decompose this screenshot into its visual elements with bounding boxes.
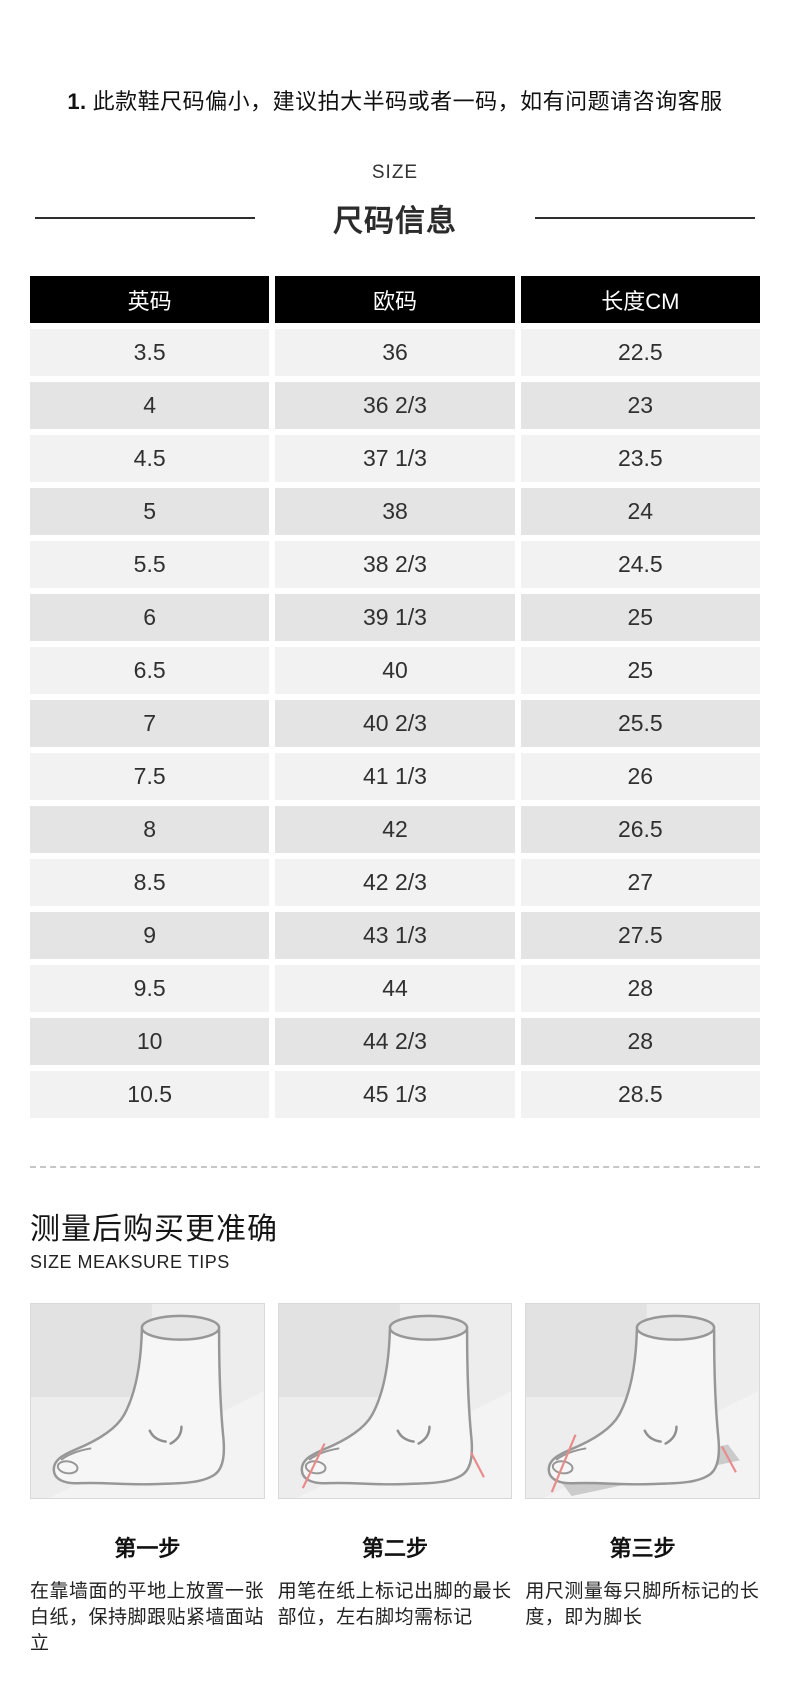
table-cell: 36 [275, 329, 515, 376]
size-eyebrow: SIZE [371, 162, 419, 183]
size-advice-note: 1. 此款鞋尺码偏小，建议拍大半码或者一码，如有问题请咨询客服 [0, 0, 790, 116]
table-cell: 4 [30, 382, 270, 429]
measure-steps: 第一步 在靠墙面的平地上放置一张白纸，保持脚跟贴紧墙面站立 第二步 用笔在纸上标… [30, 1303, 760, 1658]
size-title-row: 尺码信息 [0, 196, 790, 240]
table-cell: 28.5 [520, 1071, 760, 1118]
size-table: 英码 欧码 长度CM 3.5 36 22.5 4 36 2/3 23 4.5 37 1/3 23… [30, 276, 760, 1118]
measure-subtitle: SIZE MEAKSURE TIPS [30, 1252, 230, 1272]
size-guide-page: 1. 此款鞋尺码偏小，建议拍大半码或者一码，如有问题请咨询客服 SIZE 尺码信息… [0, 0, 790, 1658]
table-cell: 25 [520, 594, 760, 641]
step-1-label: 第一步 [114, 1536, 181, 1561]
table-cell: 5.5 [30, 541, 270, 588]
step-2-description: 用笔在纸上标记出脚的最长部位，左右脚均需标记 [277, 1581, 512, 1629]
measure-title: 测量后购买更准确 [30, 1213, 278, 1246]
table-cell: 10.5 [30, 1071, 270, 1118]
table-cell: 3.5 [30, 329, 270, 376]
table-cell: 40 [275, 647, 515, 694]
step-2-label: 第二步 [361, 1536, 428, 1561]
foot-ruler-illustration [525, 1303, 760, 1499]
table-cell: 27.5 [520, 912, 760, 959]
table-cell: 26 [520, 753, 760, 800]
step-3: 第三步 用尺测量每只脚所标记的长度，即为脚长 [525, 1303, 760, 1658]
table-cell: 26.5 [520, 806, 760, 853]
table-cell: 24.5 [520, 541, 760, 588]
table-cell: 4.5 [30, 435, 270, 482]
foot-icon [31, 1304, 264, 1498]
table-cell: 36 2/3 [275, 382, 515, 429]
table-cell: 44 2/3 [275, 1018, 515, 1065]
table-cell: 6.5 [30, 647, 270, 694]
table-cell: 45 1/3 [275, 1071, 515, 1118]
foot-marks-icon [279, 1304, 512, 1498]
foot-marked-illustration [277, 1303, 513, 1499]
title-line-right [535, 217, 755, 219]
table-cell: 43 1/3 [275, 912, 515, 959]
step-2: 第二步 用笔在纸上标记出脚的最长部位，左右脚均需标记 [277, 1303, 513, 1658]
step-3-description: 用尺测量每只脚所标记的长度，即为脚长 [525, 1581, 760, 1629]
table-cell: 8 [30, 806, 270, 853]
table-cell: 23 [520, 382, 760, 429]
table-cell: 7.5 [30, 753, 270, 800]
table-cell: 42 [275, 806, 515, 853]
table-cell: 23.5 [520, 435, 760, 482]
table-cell: 8.5 [30, 859, 270, 906]
table-cell: 41 1/3 [275, 753, 515, 800]
table-cell: 5 [30, 488, 270, 535]
step-3-label: 第三步 [609, 1536, 676, 1561]
table-cell: 25.5 [520, 700, 760, 747]
table-cell: 27 [520, 859, 760, 906]
table-cell: 40 2/3 [275, 700, 515, 747]
table-cell: 28 [520, 1018, 760, 1065]
foot-standing-illustration [30, 1303, 265, 1499]
foot-ruler-icon [526, 1304, 759, 1498]
title-line-left [35, 217, 255, 219]
dashed-divider [30, 1166, 760, 1168]
table-cell: 22.5 [520, 329, 760, 376]
measure-section: 测量后购买更准确 SIZE MEAKSURE TIPS 第一步 在靠墙面的平地上… [30, 1204, 760, 1658]
note-number: 1. [67, 89, 87, 114]
table-cell: 42 2/3 [275, 859, 515, 906]
table-cell: 28 [520, 965, 760, 1012]
table-cell: 24 [520, 488, 760, 535]
table-cell: 6 [30, 594, 270, 641]
step-1-description: 在靠墙面的平地上放置一张白纸，保持脚跟贴紧墙面站立 [30, 1581, 265, 1655]
table-header-uk: 英码 [30, 276, 270, 323]
table-cell: 9.5 [30, 965, 270, 1012]
table-cell: 44 [275, 965, 515, 1012]
table-header-eu: 欧码 [275, 276, 515, 323]
note-text: 此款鞋尺码偏小，建议拍大半码或者一码，如有问题请咨询客服 [92, 89, 723, 114]
table-cell: 38 [275, 488, 515, 535]
step-1: 第一步 在靠墙面的平地上放置一张白纸，保持脚跟贴紧墙面站立 [30, 1303, 265, 1658]
size-title: 尺码信息 [333, 205, 457, 238]
table-cell: 9 [30, 912, 270, 959]
table-cell: 39 1/3 [275, 594, 515, 641]
table-header-length: 长度CM [520, 276, 760, 323]
table-cell: 37 1/3 [275, 435, 515, 482]
table-cell: 38 2/3 [275, 541, 515, 588]
table-cell: 7 [30, 700, 270, 747]
table-cell: 10 [30, 1018, 270, 1065]
table-cell: 25 [520, 647, 760, 694]
